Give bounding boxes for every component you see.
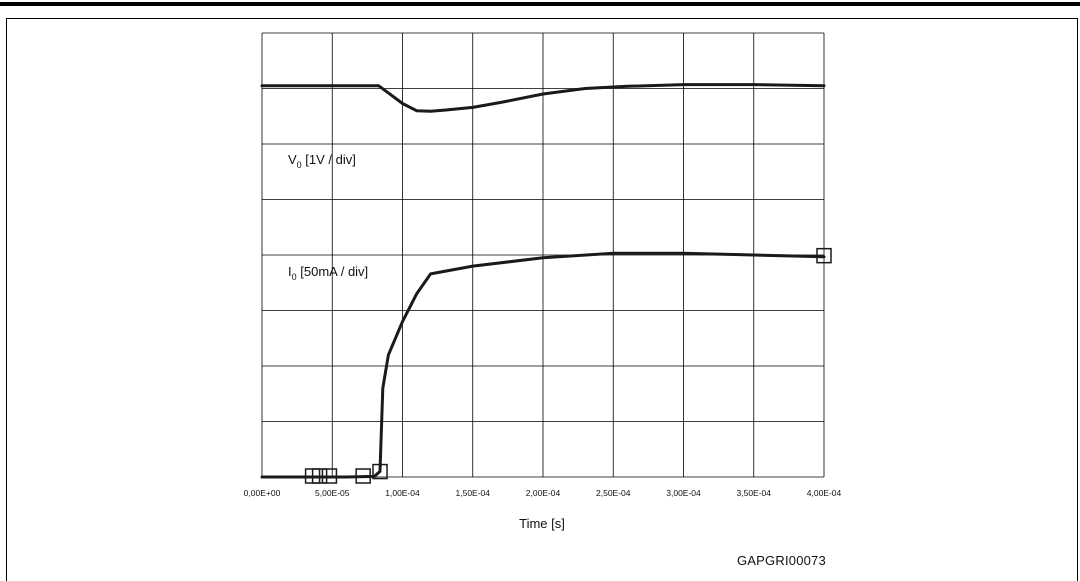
series-line-v0 xyxy=(260,83,826,113)
figure-frame xyxy=(6,18,1078,581)
data-marker xyxy=(321,468,338,484)
page-header-rule xyxy=(0,0,1080,11)
x-tick-label: 2,00E-04 xyxy=(526,488,561,498)
series-label-v0: V0 [1V / div] xyxy=(288,152,356,170)
figure-id: GAPGRI00073 xyxy=(737,553,826,568)
series-label-i0: I0 [50mA / div] xyxy=(288,264,368,282)
x-tick-label: 3,00E-04 xyxy=(666,488,701,498)
x-tick-label: 2,50E-04 xyxy=(596,488,631,498)
x-tick-label: 3,50E-04 xyxy=(737,488,772,498)
x-tick-label: 5,00E-05 xyxy=(315,488,350,498)
x-tick-label: 4,00E-04 xyxy=(807,488,842,498)
x-tick-label: 1,00E-04 xyxy=(385,488,420,498)
x-axis-label: Time [s] xyxy=(519,516,565,531)
chart-grid xyxy=(261,32,825,478)
data-marker xyxy=(372,463,388,480)
data-marker xyxy=(311,468,328,484)
x-tick-labels: 0,00E+00 5,00E-05 1,00E-04 1,50E-04 2,00E-04… xyxy=(244,488,842,498)
x-tick-label: 1,50E-04 xyxy=(456,488,491,498)
x-tick-label: 0,00E+00 xyxy=(244,488,281,498)
chart-markers xyxy=(304,247,832,484)
data-marker xyxy=(816,247,832,264)
data-marker xyxy=(355,468,371,484)
